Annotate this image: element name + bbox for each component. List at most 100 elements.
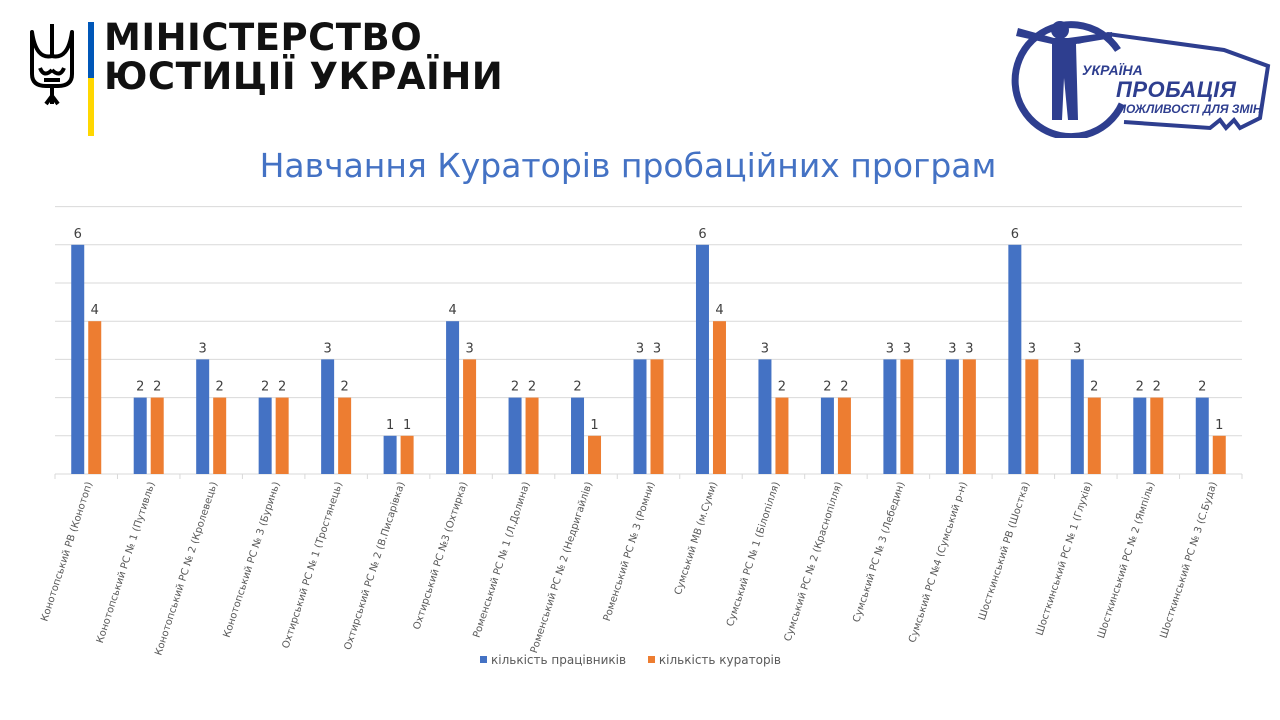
bar-series2 <box>1025 359 1039 474</box>
ministry-name: МІНІСТЕРСТВО ЮСТИЦІЇ УКРАЇНИ <box>104 18 503 96</box>
data-label-series1: 6 <box>1011 227 1019 242</box>
data-label-series2: 3 <box>903 341 911 356</box>
data-label-series2: 2 <box>528 380 536 395</box>
probation-logo-text: УКРАЇНА ПРОБАЦІЯ МОЖЛИВОСТІ ДЛЯ ЗМІН <box>1082 62 1262 116</box>
bar-series2 <box>1087 397 1101 474</box>
bar-series2 <box>525 397 539 474</box>
data-label-series2: 1 <box>590 418 598 433</box>
bar-series1 <box>883 359 897 474</box>
data-label-series1: 4 <box>448 303 456 318</box>
category-tick-label: Конотопський РС № 2 (Кролевець) <box>153 480 220 657</box>
data-label-series1: 3 <box>948 341 956 356</box>
category-tick-label: Конотопський РВ (Конотоп) <box>39 480 95 623</box>
bar-series2 <box>775 397 789 474</box>
bar-series2 <box>275 397 289 474</box>
flag-stripe-blue <box>88 22 94 78</box>
ministry-name-line1: МІНІСТЕРСТВО <box>104 16 423 59</box>
bar-series2 <box>150 397 164 474</box>
legend-entry-series1: кількість працівників <box>480 653 626 667</box>
category-tick-label: Роменський РС № 3 (Ромни) <box>602 480 658 622</box>
flag-stripe-yellow <box>88 78 94 136</box>
data-label-series2: 2 <box>216 380 224 395</box>
legend: кількість працівників кількість кураторі… <box>480 653 799 667</box>
category-tick-label: Охтирський РС № 2 (В.Писарівка) <box>342 480 408 651</box>
bar-series2 <box>712 321 726 474</box>
probation-logo-line2: ПРОБАЦІЯ <box>1116 77 1237 102</box>
probation-logo-line3: МОЖЛИВОСТІ ДЛЯ ЗМІН <box>1116 102 1262 116</box>
category-tick-label: Шосткинський РВ (Шостка) <box>977 480 1032 621</box>
data-label-series2: 3 <box>965 341 973 356</box>
category-tick-label: Сумський РС № 2 (Краснопілля) <box>782 480 845 643</box>
data-label-series1: 2 <box>511 380 519 395</box>
legend-entry-series2: кількість кураторів <box>647 653 781 667</box>
bar-series1 <box>945 359 959 474</box>
category-tick-label: Сумський РС № 3 (Лебедин) <box>851 480 907 623</box>
category-tick-label: Шосткинський РС № 1 (Глухів) <box>1034 480 1095 637</box>
bar-series1 <box>571 397 585 474</box>
legend-label-series1: кількість працівників <box>491 653 627 667</box>
bar-series2 <box>588 435 602 474</box>
bar-series1 <box>71 244 85 474</box>
legend-swatch-series2 <box>647 656 655 663</box>
data-label-series1: 2 <box>1198 380 1206 395</box>
bar-series2 <box>837 397 851 474</box>
bar-series2 <box>900 359 914 474</box>
data-label-series2: 2 <box>340 380 348 395</box>
data-label-series1: 2 <box>136 380 144 395</box>
bar-series2 <box>1150 397 1164 474</box>
category-tick-label: Шосткинський РС № 2 (Ямпіль) <box>1095 480 1157 640</box>
bar-series1 <box>383 435 397 474</box>
bar-series1 <box>695 244 709 474</box>
bar-series1 <box>508 397 522 474</box>
data-label-series2: 2 <box>1090 380 1098 395</box>
data-label-series1: 2 <box>573 380 581 395</box>
bar-series1 <box>1133 397 1147 474</box>
data-label-series1: 3 <box>761 341 769 356</box>
trident-emblem-icon <box>30 24 74 106</box>
bar-series1 <box>1070 359 1084 474</box>
bar-series2 <box>400 435 414 474</box>
bar-series2 <box>650 359 664 474</box>
probation-ring <box>1011 21 1126 138</box>
category-tick-label: Охтирський РС № 1 (Тростянець) <box>281 480 345 649</box>
data-label-series1: 3 <box>1073 341 1081 356</box>
data-label-series1: 6 <box>74 227 82 242</box>
data-label-series1: 2 <box>1136 380 1144 395</box>
data-label-series1: 3 <box>886 341 894 356</box>
category-tick-label: Роменський РС № 2 (Недригайлів) <box>528 480 595 654</box>
person-figure-icon <box>1016 21 1112 120</box>
data-label-series2: 1 <box>403 418 411 433</box>
data-label-series2: 3 <box>1028 341 1036 356</box>
data-label-series1: 2 <box>823 380 831 395</box>
category-tick-labels: Конотопський РВ (Конотоп) Конотопський РС… <box>39 480 1219 657</box>
category-tick-label: Роменський РС № 1 (Л.Долина) <box>471 480 532 639</box>
bar-series2 <box>88 321 102 474</box>
bar-series1 <box>196 359 210 474</box>
bar-series2 <box>213 397 227 474</box>
bar-series1 <box>758 359 772 474</box>
legend-swatch-series1 <box>480 656 487 663</box>
bar-series1 <box>446 321 460 474</box>
bar-series1 <box>820 397 834 474</box>
legend-label-series2: кількість кураторів <box>658 653 781 667</box>
data-label-series2: 2 <box>1153 380 1161 395</box>
bar-series2 <box>463 359 477 474</box>
data-label-series2: 3 <box>465 341 473 356</box>
category-tick-label: Сумський РС №4 (Сумський р-н) <box>907 480 970 644</box>
probation-logo <box>1011 21 1271 138</box>
bar-series2 <box>962 359 976 474</box>
bar-series2 <box>338 397 352 474</box>
bars <box>71 244 1226 474</box>
data-label-series1: 1 <box>386 418 394 433</box>
data-label-series1: 3 <box>199 341 207 356</box>
data-label-series1: 3 <box>323 341 331 356</box>
bar-series1 <box>321 359 335 474</box>
category-tick-label: Конотопський РС № 1 (Путивль) <box>95 480 158 644</box>
data-label-series2: 2 <box>778 380 786 395</box>
category-tick-label: Сумський МВ (м.Суми) <box>673 480 720 596</box>
data-label-series2: 1 <box>1215 418 1223 433</box>
bar-series1 <box>633 359 647 474</box>
data-label-series2: 2 <box>840 380 848 395</box>
